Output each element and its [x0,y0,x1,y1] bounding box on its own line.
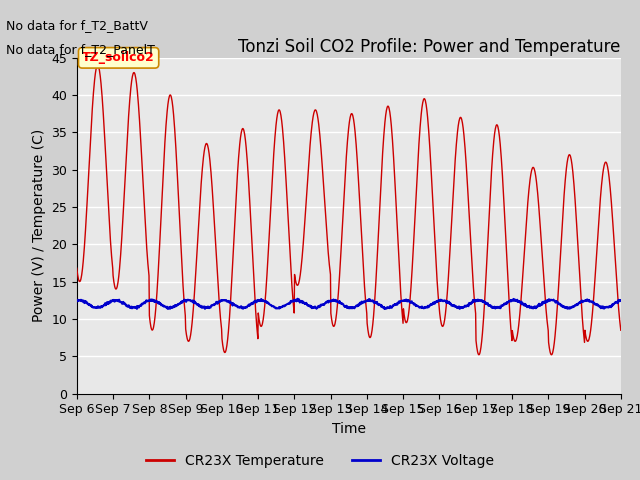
Text: Tonzi Soil CO2 Profile: Power and Temperature: Tonzi Soil CO2 Profile: Power and Temper… [239,38,621,56]
Text: No data for f_T2_PanelT: No data for f_T2_PanelT [6,43,156,56]
X-axis label: Time: Time [332,422,366,436]
Y-axis label: Power (V) / Temperature (C): Power (V) / Temperature (C) [31,129,45,322]
Legend: CR23X Temperature, CR23X Voltage: CR23X Temperature, CR23X Voltage [141,448,499,473]
Text: No data for f_T2_BattV: No data for f_T2_BattV [6,19,148,32]
Text: TZ_soilco2: TZ_soilco2 [82,51,155,64]
